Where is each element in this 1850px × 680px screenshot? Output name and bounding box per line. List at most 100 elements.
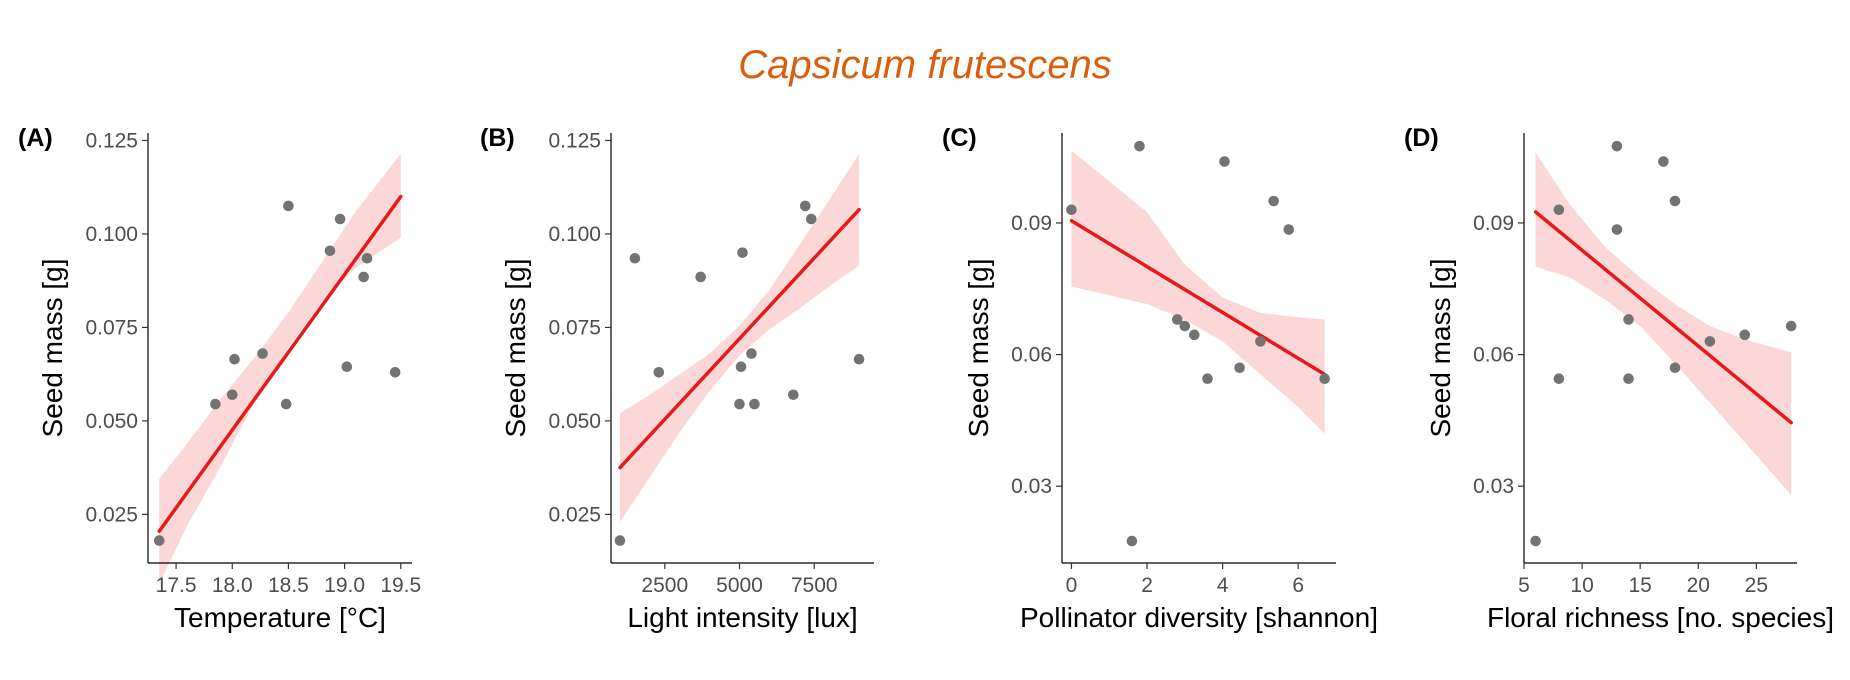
data-point xyxy=(853,353,865,365)
data-point xyxy=(734,398,745,410)
panel-2: (B) 0.025 0.050 0.075 0.100 0.125 2500 5000 7500… xyxy=(480,124,874,633)
y-tick-label: 0.09 xyxy=(1011,212,1052,235)
x-tick-label: 0 xyxy=(1066,574,1078,597)
x-tick-label: 20 xyxy=(1687,574,1710,597)
y-tick-label: 0.025 xyxy=(85,503,138,526)
data-point xyxy=(229,353,240,365)
data-point xyxy=(1179,320,1191,332)
y-tick-label: 0.06 xyxy=(1473,344,1514,367)
data-point xyxy=(1785,320,1797,332)
data-point xyxy=(1704,336,1716,347)
y-tick-label: 0.125 xyxy=(85,129,138,152)
data-point xyxy=(1188,329,1200,341)
y-tick-label: 0.100 xyxy=(548,223,601,246)
data-point xyxy=(1623,373,1634,385)
x-tick-label: 25 xyxy=(1745,574,1768,597)
data-point xyxy=(341,361,353,372)
data-point xyxy=(280,398,292,410)
data-point xyxy=(805,213,817,225)
data-point xyxy=(1669,195,1681,207)
data-point xyxy=(1134,140,1145,152)
panel-3: (C) 0.03 0.06 0.09 0 2 4 6 Pollinator diversity … xyxy=(942,124,1378,633)
data-point xyxy=(226,389,238,401)
panel-label: (D) xyxy=(1404,124,1439,152)
y-tick-label: 0.025 xyxy=(548,503,601,526)
data-point xyxy=(334,213,346,225)
y-tick-label: 0.125 xyxy=(548,129,601,152)
data-point xyxy=(1553,204,1565,216)
y-tick-label: 0.06 xyxy=(1011,344,1052,367)
data-point xyxy=(1219,156,1230,167)
data-point xyxy=(735,361,747,372)
x-axis-title: Floral richness [no. species] xyxy=(1487,602,1834,633)
x-tick-label: 19.0 xyxy=(324,574,365,597)
x-axis-title: Light intensity [lux] xyxy=(627,602,857,633)
y-tick-label: 0.050 xyxy=(548,410,601,433)
data-point xyxy=(153,535,165,546)
data-point xyxy=(749,398,760,410)
y-axis-title: Seed mass [g] xyxy=(963,259,994,438)
y-axis-title: Seed mass [g] xyxy=(37,259,68,438)
x-tick-label: 5 xyxy=(1518,574,1530,597)
data-point xyxy=(737,247,748,258)
data-point xyxy=(1319,373,1330,385)
x-axis-title: Temperature [°C] xyxy=(174,602,386,633)
data-point xyxy=(358,271,369,283)
data-point xyxy=(695,271,706,283)
data-point xyxy=(746,348,757,359)
y-axis-title: Seed mass [g] xyxy=(1425,259,1456,438)
x-tick-label: 2500 xyxy=(641,574,688,597)
data-point xyxy=(1611,140,1623,152)
data-point xyxy=(1658,156,1669,167)
x-tick-label: 7500 xyxy=(791,574,838,597)
x-tick-label: 6 xyxy=(1292,574,1304,597)
x-tick-label: 19.5 xyxy=(380,574,421,597)
data-point xyxy=(1739,329,1751,341)
panels-container: (A) 0.025 0.050 0.075 0.100 0.125 17.5 18.0 18.5… xyxy=(18,124,1834,633)
data-point xyxy=(1669,362,1681,374)
x-axis-title: Pollinator diversity [shannon] xyxy=(1020,602,1378,633)
data-point xyxy=(257,348,268,359)
data-point xyxy=(799,200,811,212)
data-point xyxy=(389,367,401,378)
figure-title: Capsicum frutescens xyxy=(738,43,1111,87)
y-tick-label: 0.100 xyxy=(85,223,138,246)
data-point xyxy=(1611,224,1623,235)
data-point xyxy=(1530,535,1541,547)
panel-4: (D) 0.03 0.06 0.09 5 10 15 20 25 Floral richness … xyxy=(1404,124,1834,633)
data-point xyxy=(1255,336,1266,347)
regression-line xyxy=(618,207,861,470)
y-tick-label: 0.03 xyxy=(1011,475,1052,498)
data-point xyxy=(1234,362,1245,374)
y-tick-label: 0.075 xyxy=(548,316,601,339)
y-tick-label: 0.09 xyxy=(1473,212,1514,235)
x-tick-label: 17.5 xyxy=(156,574,197,597)
x-tick-label: 4 xyxy=(1217,574,1229,597)
data-point xyxy=(653,367,665,378)
data-point xyxy=(1553,373,1565,385)
confidence-band xyxy=(159,153,401,584)
data-point xyxy=(1623,314,1634,325)
data-point xyxy=(1171,314,1183,325)
x-tick-label: 10 xyxy=(1570,574,1593,597)
panel-label: (B) xyxy=(480,124,515,152)
data-point xyxy=(788,389,799,401)
x-tick-label: 2 xyxy=(1141,574,1153,597)
y-tick-label: 0.050 xyxy=(85,410,138,433)
data-point xyxy=(283,200,294,212)
confidence-band xyxy=(1535,152,1792,495)
y-tick-label: 0.075 xyxy=(85,316,138,339)
regression-line xyxy=(1069,219,1327,377)
data-point xyxy=(361,252,373,264)
regression-line xyxy=(157,194,403,533)
data-point xyxy=(324,245,336,257)
data-point xyxy=(1126,535,1138,547)
data-point xyxy=(210,398,221,410)
data-point xyxy=(629,252,641,264)
x-tick-label: 15 xyxy=(1628,574,1651,597)
panel-label: (A) xyxy=(18,124,53,152)
x-tick-label: 18.0 xyxy=(212,574,253,597)
x-tick-label: 18.5 xyxy=(268,574,309,597)
panel-1: (A) 0.025 0.050 0.075 0.100 0.125 17.5 18.0 18.5… xyxy=(18,124,421,633)
